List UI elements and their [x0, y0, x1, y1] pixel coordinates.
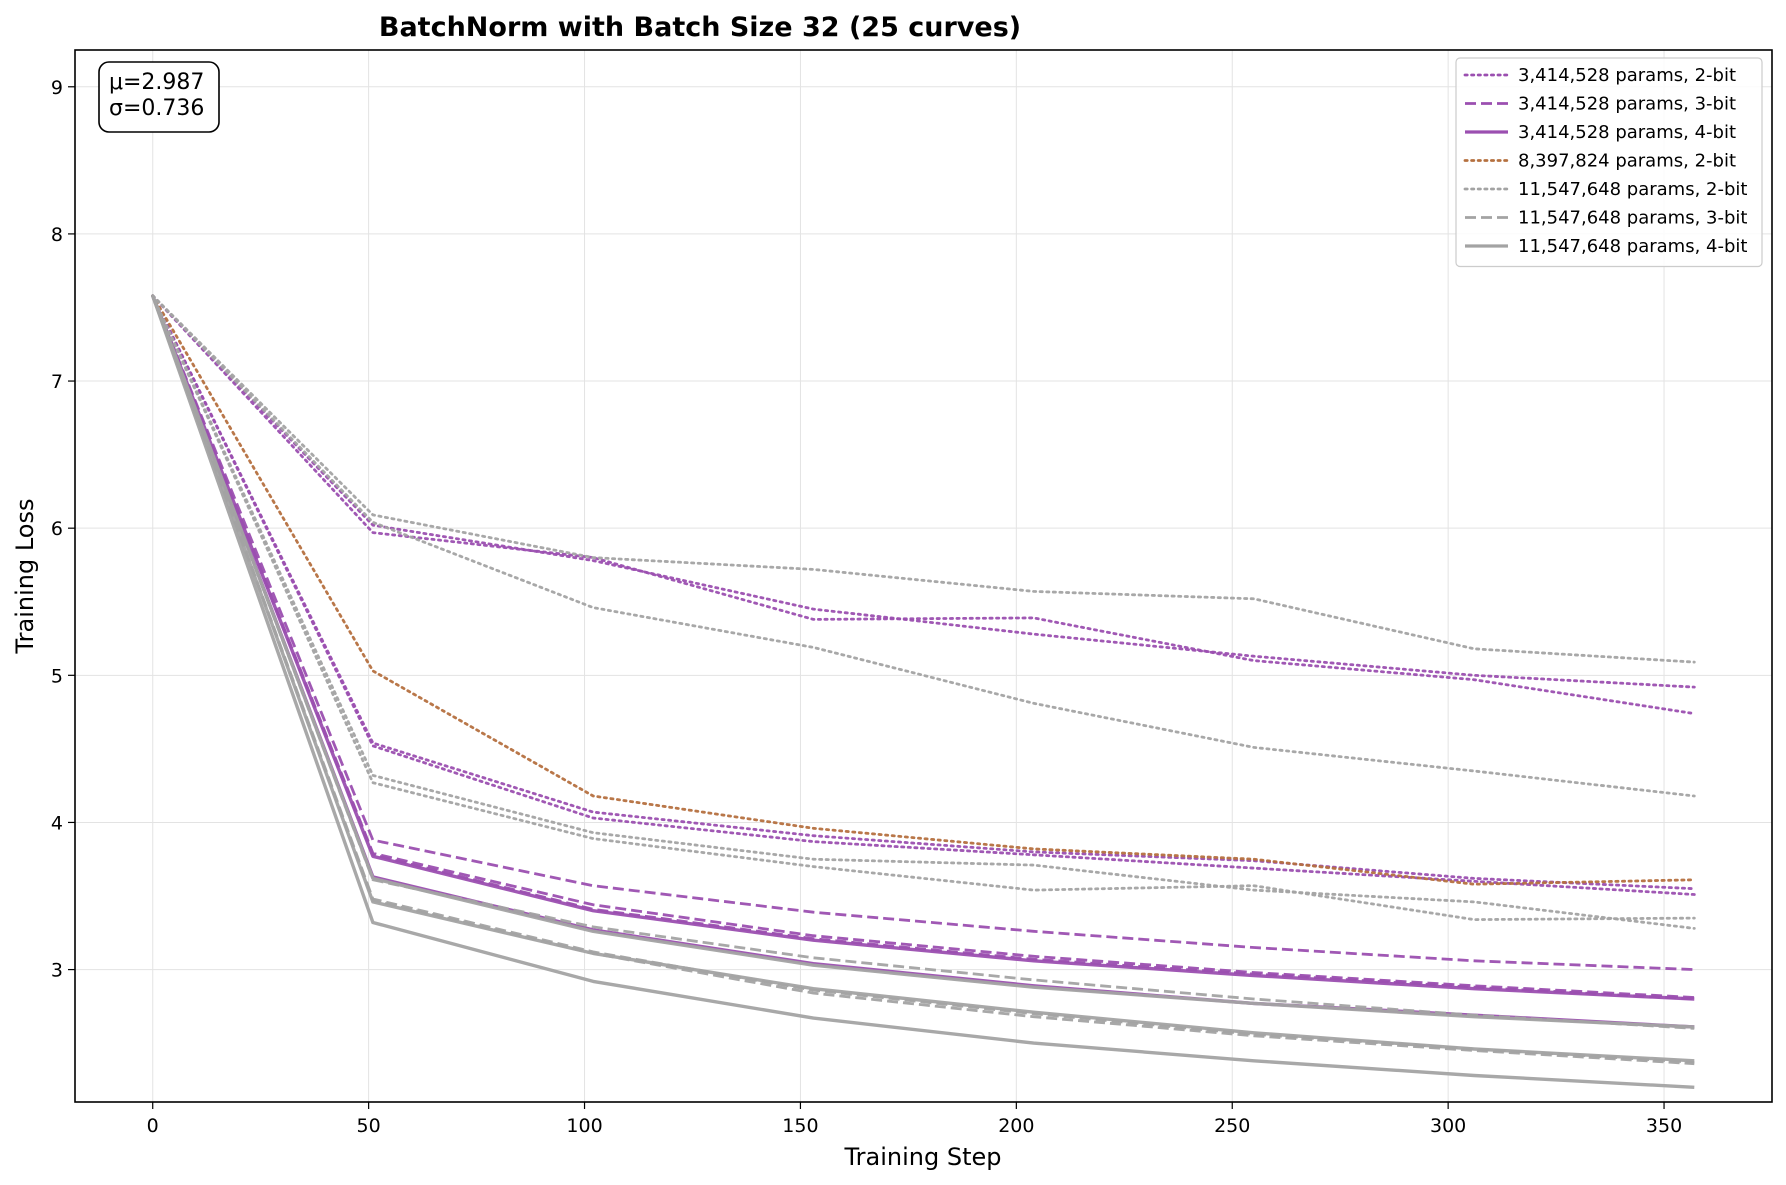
series-line-11	[151, 294, 1696, 664]
axis-ticks: 0 50 100 150 200 250 300 350 3 4 5 6 7 8 9	[51, 77, 1682, 1137]
x-tick-label: 150	[782, 1115, 818, 1137]
stats-box: μ=2.987 σ=0.736	[98, 61, 220, 133]
legend-label: 11,547,648 params, 2-bit	[1518, 179, 1747, 200]
stats-mu: μ=2.987	[109, 70, 204, 95]
x-tick-label: 300	[1430, 1115, 1466, 1137]
legend-label: 3,414,528 params, 2-bit	[1518, 65, 1736, 86]
series-line-1	[151, 294, 1696, 689]
series-line-13	[151, 294, 1696, 930]
chart-title: BatchNorm with Batch Size 32 (25 curves)	[379, 12, 1021, 43]
y-axis-title: Training Loss	[11, 499, 39, 655]
series-line-6	[151, 295, 1695, 999]
stats-box-frame	[98, 61, 220, 133]
series-line-10	[151, 294, 1696, 886]
y-tick-label: 3	[51, 960, 63, 982]
legend-label: 8,397,824 params, 2-bit	[1518, 151, 1736, 172]
legend: 3,414,528 params, 2-bit 3,414,528 params,…	[1455, 57, 1763, 268]
x-axis-title: Training Step	[844, 1143, 1002, 1171]
series-line-20	[151, 295, 1695, 1089]
x-tick-label: 0	[147, 1115, 159, 1137]
x-tick-label: 250	[1214, 1115, 1250, 1137]
series-line-8	[151, 295, 1695, 1001]
legend-label: 3,414,528 params, 4-bit	[1518, 122, 1736, 143]
series-line-3	[151, 294, 1696, 891]
legend-frame	[1455, 57, 1763, 268]
y-tick-label: 7	[51, 371, 63, 393]
y-tick-label: 9	[51, 77, 63, 99]
y-tick-label: 8	[51, 224, 63, 246]
series-line-14	[151, 294, 1696, 921]
series-line-18	[151, 295, 1695, 1029]
legend-label: 11,547,648 params, 3-bit	[1518, 208, 1747, 229]
series-group	[151, 294, 1696, 1089]
x-tick-label: 200	[998, 1115, 1034, 1137]
y-tick-label: 6	[51, 518, 63, 540]
legend-label: 3,414,528 params, 3-bit	[1518, 94, 1736, 115]
x-tick-label: 50	[357, 1115, 381, 1137]
y-tick-label: 5	[51, 665, 63, 687]
series-line-12	[151, 294, 1696, 798]
x-tick-label: 100	[566, 1115, 602, 1137]
stats-sigma: σ=0.736	[109, 96, 204, 121]
series-line-19	[151, 295, 1695, 1063]
series-line-2	[151, 294, 1696, 715]
x-tick-label: 350	[1646, 1115, 1682, 1137]
series-line-5	[151, 295, 1695, 971]
legend-label: 11,547,648 params, 4-bit	[1518, 236, 1747, 257]
y-tick-label: 4	[51, 812, 63, 834]
plot-area-frame	[74, 49, 1773, 1103]
